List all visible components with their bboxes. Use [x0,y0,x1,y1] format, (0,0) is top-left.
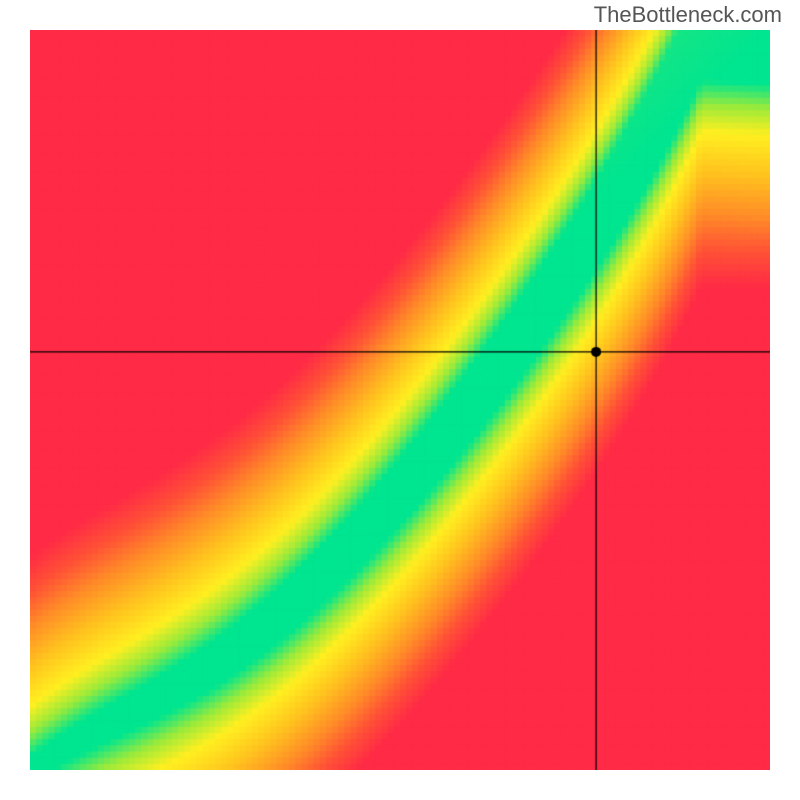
watermark-label: TheBottleneck.com [594,2,782,28]
chart-container: { "watermark": { "text": "TheBottleneck.… [0,0,800,800]
bottleneck-heatmap [30,30,770,770]
